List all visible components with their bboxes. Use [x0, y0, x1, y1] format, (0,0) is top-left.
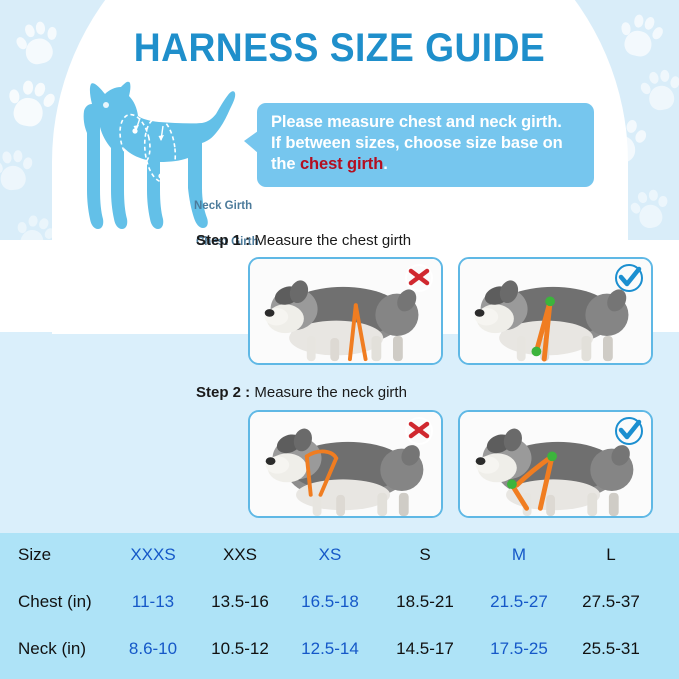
size-table: Size XXXS XXS XS S M L Chest (in) 11-13 …: [0, 533, 679, 679]
photo-panel-chest-incorrect: [248, 257, 443, 365]
row-header-neck: Neck (in): [18, 639, 87, 658]
cell-neck-xxs: 10.5-12: [211, 639, 269, 658]
instruction-callout: Please measure chest and neck girth. If …: [244, 103, 594, 187]
cell-size-l: L: [606, 545, 616, 564]
photo-panel-chest-correct: [458, 257, 653, 365]
cell-neck-s: 14.5-17: [396, 639, 454, 658]
cell-chest-m: 21.5-27: [490, 592, 548, 611]
chest-girth-label: Chest Girth: [196, 236, 259, 248]
callout-line-3-prefix: the: [271, 155, 300, 174]
cell-chest-s: 18.5-21: [396, 592, 454, 611]
callout-tail: [244, 131, 258, 153]
cell-size-xxxs: XXXS: [130, 545, 176, 564]
cell-neck-l: 25.5-31: [582, 639, 640, 658]
cell-chest-xxxs: 11-13: [131, 592, 175, 611]
cell-size-m: M: [511, 545, 527, 564]
callout-line-3-suffix: .: [383, 155, 388, 174]
callout-line-1: Please measure chest and neck girth.: [271, 113, 562, 131]
callout-highlight-chest-girth: chest girth: [299, 155, 384, 174]
cell-size-s: S: [419, 545, 431, 564]
cross-icon: [404, 263, 434, 293]
step-1-text: Measure the chest girth: [250, 232, 412, 249]
step-1-number: Step 1 :: [196, 232, 251, 249]
step-2-number: Step 2 :: [196, 384, 251, 401]
table-row-neck: Neck (in) 8.6-10 10.5-12 12.5-14 14.5-17…: [0, 637, 679, 679]
table-row-size: Size XXXS XXS XS S M L: [0, 543, 679, 589]
white-pad-left: [0, 240, 80, 332]
check-icon: [614, 416, 644, 446]
dog-photo-neck-incorrect: [250, 412, 441, 516]
cell-chest-xs: 16.5-18: [301, 592, 359, 611]
paw-print-icon: [636, 67, 679, 117]
photo-panel-neck-incorrect: [248, 410, 443, 518]
dog-silhouette-svg: [83, 81, 236, 229]
background-band-table: [0, 533, 679, 679]
step-2-text: Measure the neck girth: [250, 384, 407, 401]
neck-girth-label: Neck Girth: [194, 200, 253, 212]
row-header-chest: Chest (in): [18, 592, 92, 611]
row-header-size: Size: [18, 545, 52, 564]
paw-print-icon: [0, 148, 34, 196]
dog-silhouette-diagram: Neck Girth Chest Girth: [62, 78, 277, 248]
callout-text: Please measure chest and neck girth. If …: [271, 112, 581, 175]
dog-photo-chest-correct: [460, 259, 651, 363]
page-title: HARNESS SIZE GUIDE: [133, 26, 546, 70]
callout-line-2: If between sizes, choose size base on: [271, 134, 563, 153]
cell-chest-xxs: 13.5-16: [211, 592, 269, 611]
step-2-label: Step 2 : Measure the neck girth: [196, 384, 407, 401]
paw-print-icon: [2, 76, 58, 134]
cell-size-xs: XS: [318, 545, 342, 564]
paw-print-icon: [598, 116, 649, 169]
dog-photo-neck-correct: [460, 412, 651, 516]
table-row-chest: Chest (in) 11-13 13.5-16 16.5-18 18.5-21…: [0, 590, 679, 636]
cell-chest-l: 27.5-37: [582, 592, 640, 611]
check-icon: [614, 263, 644, 293]
cell-size-xxs: XXS: [222, 545, 258, 564]
cell-neck-m: 17.5-25: [490, 639, 548, 658]
cell-neck-xs: 12.5-14: [301, 639, 359, 658]
photo-panel-neck-correct: [458, 410, 653, 518]
cell-neck-xxxs: 8.6-10: [128, 639, 178, 658]
step-1-label: Step 1 : Measure the chest girth: [196, 232, 411, 249]
dog-photo-chest-incorrect: [250, 259, 441, 363]
cross-icon: [404, 416, 434, 446]
